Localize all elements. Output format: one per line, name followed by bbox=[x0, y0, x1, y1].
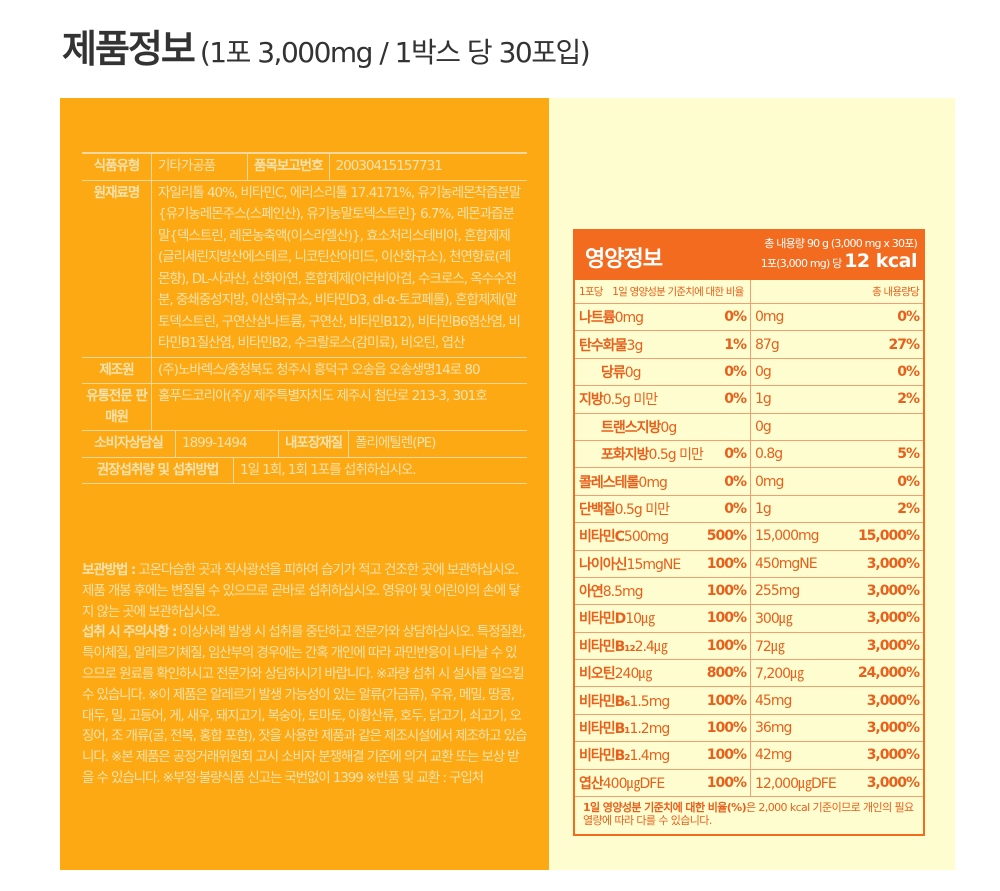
nutrient-row: 비오틴240㎍ 800% 7,200㎍ 24,000% bbox=[575, 660, 923, 688]
nutrition-footnote: 1일 영양성분 기준치에 대한 비율(%)은 2,000 kcal 기준이므로 … bbox=[583, 801, 914, 828]
nutrient-row: 탄수화물3g 1% 87g 27% bbox=[575, 331, 923, 359]
nutrient-row: 콜레스테롤0mg 0% 0mg 0% bbox=[575, 468, 923, 496]
product-info-table: 식품유형 기타가공품 품목보고번호 20030415157731 원재료명 자일… bbox=[82, 152, 527, 484]
info-row: 유통전문 판매원 홀푸드코리아(주)/ 제주특별자치도 제주시 첨단로 213-… bbox=[82, 384, 527, 431]
info-row: 권장섭취량 및 섭취방법 1일 1회, 1회 1포를 섭취하십시오. bbox=[82, 457, 527, 484]
nutrient-row: 비타민B₆1.5mg 100% 45mg 3,000% bbox=[575, 687, 923, 715]
nutrition-header: 영양정보 총 내용량 90 g (3,000 mg x 30포) 1포(3,00… bbox=[575, 231, 923, 280]
nutrient-row: 지방0.5g 미만 0% 1g 2% bbox=[575, 386, 923, 414]
nutrient-row: 나이아신15mgNE 100% 450mgNE 3,000% bbox=[575, 550, 923, 578]
nutrient-row: 포화지방0.5g 미만 0% 0.8g 5% bbox=[575, 440, 923, 469]
nutrient-row: 엽산400㎍DFE 100% 12,000㎍DFE 3,000% bbox=[575, 769, 923, 798]
nutrition-facts-table: 영양정보 총 내용량 90 g (3,000 mg x 30포) 1포(3,00… bbox=[573, 229, 925, 836]
nutrient-row: 비타민B₂1.4mg 100% 42mg 3,000% bbox=[575, 742, 923, 770]
nutrient-row: 비타민C500mg 500% 15,000mg 15,000% bbox=[575, 523, 923, 551]
info-row: 식품유형 기타가공품 품목보고번호 20030415157731 bbox=[82, 154, 527, 181]
info-row: 제조원 (주)노바렉스/충청북도 청주시 흥덕구 오송읍 오송생명14로 80 bbox=[82, 357, 527, 384]
nutrient-row: 당류0g 0% 0g 0% bbox=[575, 358, 923, 387]
nutrient-row: 나트륨0mg 0% 0mg 0% bbox=[575, 304, 923, 332]
page-title: 제품정보 (1포 3,000mg / 1박스 당 30포입) bbox=[62, 27, 591, 71]
nutrient-row: 비타민B₁₂2.4㎍ 100% 72㎍ 3,000% bbox=[575, 632, 923, 661]
nutrient-row: 트랜스지방0g 0g bbox=[575, 413, 923, 441]
nutrient-row: 아연8.5mg 100% 255mg 3,000% bbox=[575, 577, 923, 606]
nutrient-row: 단백질0.5g 미만 0% 1g 2% bbox=[575, 495, 923, 524]
nutrient-row: 비타민D10㎍ 100% 300㎍ 3,000% bbox=[575, 605, 923, 633]
product-info-panel: 식품유형 기타가공품 품목보고번호 20030415157731 원재료명 자일… bbox=[60, 98, 549, 870]
nutrition-panel: 영양정보 총 내용량 90 g (3,000 mg x 30포) 1포(3,00… bbox=[549, 98, 955, 870]
info-row: 소비자상담실 1899-1494 내포장재질 폴리에틸렌(PE) bbox=[82, 431, 527, 458]
page-subtitle: (1포 3,000mg / 1박스 당 30포입) bbox=[199, 36, 591, 69]
notice-text: 보관방법 : 고온다습한 곳과 직사광선을 피하여 습기가 적고 건조한 곳에 … bbox=[82, 562, 527, 786]
nutrient-row: 비타민B₁1.2mg 100% 36mg 3,000% bbox=[575, 714, 923, 743]
info-row: 원재료명 자일리톨 40%, 비타민C, 에리스리톨 17.4171%, 유기농… bbox=[82, 180, 527, 358]
